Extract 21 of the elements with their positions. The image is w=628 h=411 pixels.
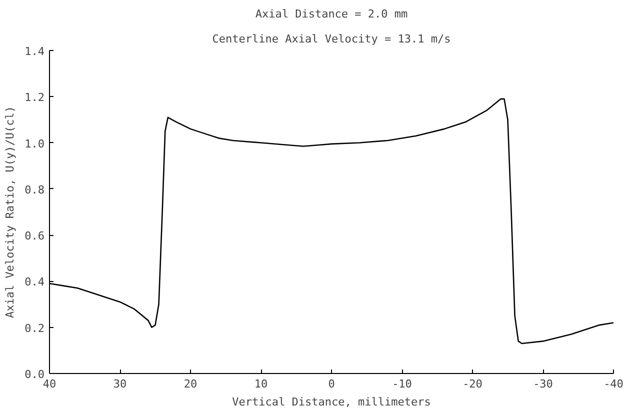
y-tick-label: 1.4 — [24, 45, 45, 58]
y-tick-label: 1.2 — [24, 91, 45, 104]
x-tick-label: -40 — [604, 378, 624, 390]
y-axis-title: Axial Velocity Ratio, U(y)/U(cl) — [4, 106, 17, 318]
y-tick-label: 0.6 — [24, 230, 45, 243]
x-tick-label: -10 — [392, 378, 412, 390]
chart-title: Axial Distance = 2.0 mm — [255, 8, 408, 20]
chart-subtitle: Centerline Axial Velocity = 13.1 m/s — [212, 32, 451, 46]
x-tick-label: 10 — [254, 378, 268, 390]
x-tick-label: 30 — [113, 378, 127, 390]
y-tick-label: 0.0 — [24, 368, 45, 381]
x-axis-title: Vertical Distance, millimeters — [232, 396, 431, 408]
x-tick-label: 20 — [184, 378, 198, 390]
y-tick-label: 0.8 — [24, 183, 45, 196]
y-tick-label: 1.0 — [24, 137, 45, 150]
x-tick-label: 40 — [42, 378, 56, 390]
x-tick-label: 0 — [328, 378, 335, 390]
x-tick-label: -20 — [462, 378, 482, 390]
y-tick-label: 0.4 — [24, 276, 45, 289]
y-tick-label: 0.2 — [24, 322, 45, 335]
x-tick-label: -30 — [533, 378, 553, 390]
